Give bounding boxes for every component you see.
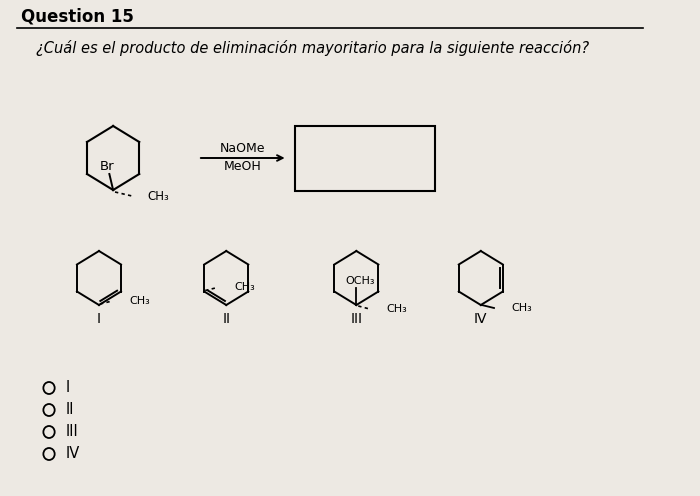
Text: II: II (223, 312, 230, 326)
Text: MeOH: MeOH (224, 160, 262, 173)
Text: CH₃: CH₃ (130, 296, 150, 306)
Bar (295, 126, 435, 191)
Text: III: III (351, 312, 363, 326)
Text: CH₃: CH₃ (147, 189, 169, 202)
Text: Question 15: Question 15 (21, 8, 134, 26)
Text: ¿Cuál es el producto de eliminación mayoritario para la siguiente reacción?: ¿Cuál es el producto de eliminación mayo… (36, 40, 589, 56)
Text: CH₃: CH₃ (386, 304, 407, 314)
Text: IV: IV (66, 446, 80, 461)
Text: CH₃: CH₃ (511, 303, 532, 313)
Text: II: II (66, 402, 74, 418)
Text: Br: Br (100, 161, 115, 174)
Text: III: III (66, 425, 78, 439)
Text: I: I (66, 380, 70, 395)
Text: OCH₃: OCH₃ (345, 276, 375, 286)
Text: IV: IV (474, 312, 488, 326)
Text: NaOMe: NaOMe (220, 141, 265, 154)
Text: CH₃: CH₃ (234, 283, 255, 293)
Text: I: I (97, 312, 101, 326)
